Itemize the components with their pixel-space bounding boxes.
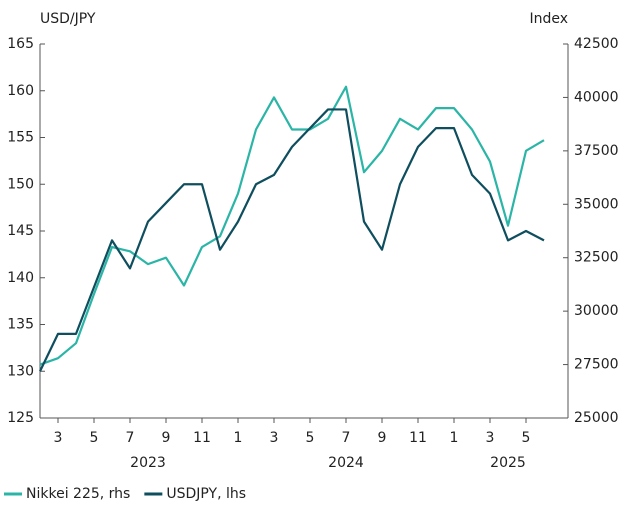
x-tick-label: 11	[193, 430, 211, 446]
x-tick-label: 3	[486, 430, 495, 446]
year-label: 2023	[130, 455, 166, 471]
x-tick-label: 7	[342, 430, 351, 446]
x-tick-label: 11	[409, 430, 427, 446]
y-tick-label: 140	[7, 270, 34, 286]
y2-tick-label: 32500	[574, 250, 619, 266]
year-label: 2024	[328, 455, 364, 471]
legend-label: Nikkei 225, rhs	[26, 486, 130, 502]
y-tick-label: 155	[7, 130, 34, 146]
y-axis-title: USD/JPY	[40, 11, 96, 27]
y-tick-label: 130	[7, 363, 34, 379]
legend-label: USDJPY, lhs	[166, 486, 246, 502]
x-tick-label: 3	[54, 430, 63, 446]
x-tick-label: 1	[234, 430, 243, 446]
series-line	[39, 85, 545, 366]
y-tick-label: 125	[7, 410, 34, 426]
y-tick-label: 165	[7, 36, 34, 52]
x-tick-label: 3	[270, 430, 279, 446]
y-tick-label: 150	[7, 176, 34, 192]
x-tick-label: 9	[162, 430, 171, 446]
x-tick-label: 9	[378, 430, 387, 446]
x-tick-label: 1	[450, 430, 459, 446]
y2-tick-label: 25000	[574, 410, 619, 426]
y2-tick-label: 40000	[574, 89, 619, 105]
y2-tick-label: 35000	[574, 196, 619, 212]
series-line	[39, 108, 545, 372]
x-tick-label: 5	[306, 430, 315, 446]
y2-tick-label: 30000	[574, 303, 619, 319]
y2-tick-label: 37500	[574, 143, 619, 159]
y2-tick-label: 27500	[574, 357, 619, 373]
year-label: 2025	[490, 455, 526, 471]
x-tick-label: 7	[126, 430, 135, 446]
y-tick-label: 135	[7, 317, 34, 333]
x-tick-label: 5	[522, 430, 531, 446]
y-tick-label: 145	[7, 223, 34, 239]
x-tick-label: 5	[90, 430, 99, 446]
y2-tick-label: 42500	[574, 36, 619, 52]
y2-axis-title: Index	[529, 11, 568, 27]
y-tick-label: 160	[7, 83, 34, 99]
